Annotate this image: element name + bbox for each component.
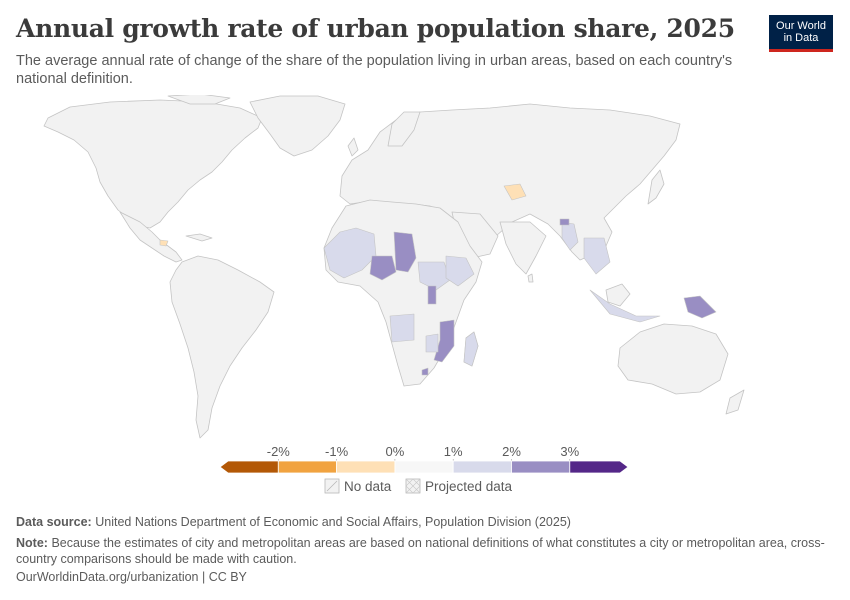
projected-swatch	[405, 478, 421, 494]
source-label: Data source:	[16, 515, 92, 529]
chart-title: Annual growth rate of urban population s…	[16, 14, 735, 43]
legend-color-bins	[219, 460, 629, 474]
country-new-zealand	[725, 389, 745, 415]
owid-logo[interactable]: Our World in Data	[769, 15, 833, 52]
logo-line-1: Our World	[776, 20, 826, 32]
world-map	[43, 95, 745, 439]
country-madagascar	[463, 331, 479, 367]
country-arctic-islands	[167, 95, 231, 105]
legend-tick-label: -1%	[325, 444, 349, 459]
legend-bin-0[interactable]	[219, 460, 279, 474]
country-angola	[389, 313, 415, 343]
projected-label: Projected data	[425, 479, 513, 494]
legend-bin-5[interactable]	[511, 460, 571, 474]
source-text: United Nations Department of Economic an…	[95, 515, 571, 529]
country-mexico-central	[119, 211, 183, 263]
country-greenland	[249, 95, 346, 157]
country-papua-new-guinea	[683, 295, 717, 319]
no-data-label: No data	[344, 479, 392, 494]
legend-bin-3[interactable]	[394, 460, 454, 474]
country-honduras	[159, 239, 169, 247]
country-cuba	[185, 233, 213, 242]
country-myanmar	[561, 221, 579, 251]
country-sudan-region	[417, 261, 451, 291]
country-mozambique	[433, 319, 455, 363]
country-ethiopia	[445, 255, 475, 287]
legend-tick-label: -2%	[267, 444, 291, 459]
country-australia	[617, 323, 729, 395]
chart-note: Note: Because the estimates of city and …	[16, 535, 826, 567]
citation-link[interactable]: OurWorldinData.org/urbanization | CC BY	[16, 570, 247, 584]
legend-bin-4[interactable]	[452, 460, 512, 474]
country-north-america	[43, 99, 263, 229]
logo-line-2: in Data	[783, 32, 819, 44]
country-africa	[323, 199, 483, 387]
legend-bin-6[interactable]	[569, 460, 629, 474]
legend-tick-labels: -2% -1% 0% 1% 2% 3%	[267, 444, 580, 473]
countries-no-data	[43, 95, 745, 439]
country-indonesia	[589, 289, 661, 323]
country-tajikistan	[503, 183, 527, 201]
chart-subtitle: The average annual rate of change of the…	[16, 53, 733, 87]
note-label: Note:	[16, 536, 48, 550]
color-legend: -2% -1% 0% 1% 2% 3% No data Projected data	[219, 444, 629, 494]
legend-tick-label: 2%	[502, 444, 521, 459]
country-borneo	[605, 283, 631, 307]
country-chad	[393, 231, 417, 273]
country-zimbabwe	[425, 333, 439, 353]
country-nigeria	[369, 255, 397, 281]
country-japan	[647, 169, 665, 205]
legend-tick-label: 3%	[560, 444, 579, 459]
legend-bin-1[interactable]	[277, 460, 337, 474]
legend-tick-label: 1%	[444, 444, 463, 459]
legend-bin-2[interactable]	[336, 460, 396, 474]
country-india	[499, 221, 547, 275]
country-south-america	[169, 255, 275, 439]
legend-tick-label: 0%	[386, 444, 405, 459]
country-bhutan	[559, 218, 570, 226]
no-data-swatch	[324, 478, 340, 494]
note-text: Because the estimates of city and metrop…	[16, 536, 825, 566]
country-uk	[347, 137, 359, 157]
country-lesotho-area	[421, 367, 429, 376]
country-scandinavia	[387, 111, 421, 147]
country-southeast-asia	[583, 237, 611, 275]
country-uganda	[427, 285, 437, 305]
country-sri-lanka	[527, 273, 534, 283]
countries-with-data	[159, 183, 717, 376]
data-source: Data source: United Nations Department o…	[16, 514, 571, 530]
